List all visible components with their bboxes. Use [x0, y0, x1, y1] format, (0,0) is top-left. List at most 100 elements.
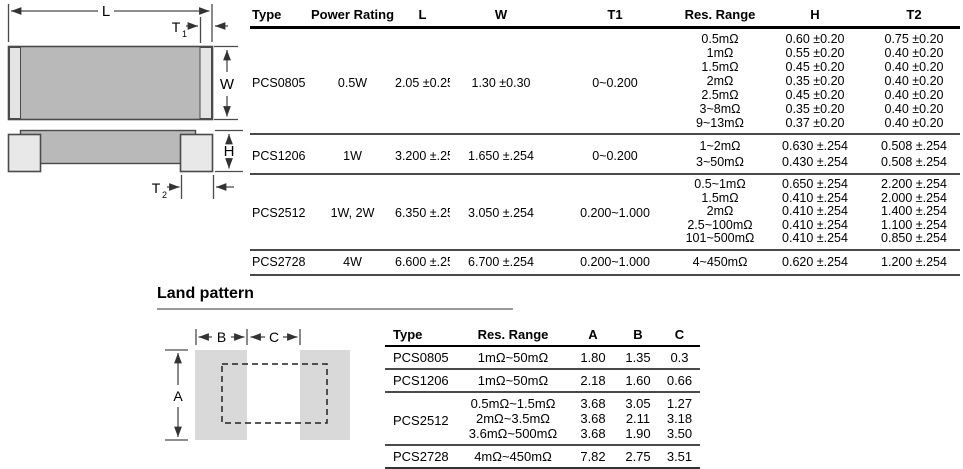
dimension-C: C — [250, 329, 301, 345]
a-cell: 3.68 — [580, 396, 606, 411]
table-row: PCS2512 0.5mΩ~1.5mΩ 3.68 3.05 1.27 — [385, 392, 700, 428]
header-power-rating: Power Rating — [310, 2, 395, 29]
res-range-cell: 2mΩ — [706, 205, 734, 218]
land-section-pcs1206: PCS1206 1mΩ~50mΩ 2.18 1.60 0.66 — [385, 369, 700, 392]
w-cell: 1.650 ±.254 — [468, 148, 534, 163]
component-outline-dashed — [221, 363, 328, 424]
type-cell: PCS2728 — [385, 445, 457, 469]
t2-cell: 0.40 ±0.20 — [884, 116, 944, 130]
land-pad-right — [300, 350, 350, 440]
c-cell: 0.3 — [670, 350, 689, 365]
label-T2: T — [152, 180, 161, 196]
dimension-W: W — [214, 45, 238, 121]
resistor-top-view-body — [7, 45, 214, 121]
h-cell: 0.650 ±.254 — [782, 177, 848, 191]
land-pattern-heading: Land pattern — [157, 285, 254, 302]
header-row: Type Power Rating L W T1 Res. Range H T2 — [250, 2, 960, 29]
t1-cell: 0.200~1.000 — [552, 249, 678, 276]
h-cell: 0.630 ±.254 — [782, 139, 848, 153]
table-row: PCS0805 1mΩ~50mΩ 1.80 1.35 0.3 — [385, 346, 700, 369]
res-range-cell: 2.5mΩ — [701, 88, 739, 102]
header-t2: T2 — [868, 2, 960, 29]
t2-cell: 1.400 ±.254 — [881, 205, 947, 218]
label-C: C — [269, 329, 279, 345]
dimension-A: A — [165, 349, 188, 441]
h-cell: 0.410 ±.254 — [782, 191, 848, 205]
label-A: A — [173, 388, 183, 404]
h-cell: 0.35 ±0.20 — [785, 74, 845, 88]
h-cell: 0.45 ±0.20 — [785, 60, 845, 74]
b-cell: 1.90 — [625, 426, 651, 441]
t2-cell: 1.100 ±.254 — [881, 218, 947, 232]
res-range-cell: 0.5mΩ — [701, 32, 739, 46]
table-row: 2mΩ~3.5mΩ 3.68 2.11 3.18 — [385, 411, 700, 426]
h-cell: 0.430 ±.254 — [782, 155, 848, 169]
power-cell: 1W — [343, 148, 362, 163]
table-row: 2.5~100mΩ 0.410 ±.254 1.100 ±.254 — [250, 219, 960, 233]
header-h: H — [762, 2, 868, 29]
res-range-cell: 2mΩ~3.5mΩ — [476, 411, 550, 426]
w-cell: 3.050 ±.254 — [468, 205, 534, 220]
t2-cell: 0.40 ±0.20 — [884, 102, 944, 116]
l-cell: 3.200 ±.254 — [395, 148, 450, 163]
res-range-cell: 3.6mΩ~500mΩ — [468, 426, 558, 441]
table-row: 1.5mΩ 0.410 ±.254 2.000 ±.254 — [250, 192, 960, 206]
b-cell: 1.35 — [625, 350, 651, 365]
t1-cell: 0~0.200 — [592, 148, 638, 163]
a-cell: 2.18 — [580, 373, 606, 388]
c-cell: 3.50 — [666, 426, 693, 441]
power-cell: 0.5W — [337, 75, 368, 90]
a-cell: 3.68 — [580, 411, 606, 426]
t1-cell: 0.200~1.000 — [580, 205, 650, 220]
h-cell: 0.45 ±0.20 — [785, 88, 845, 102]
t2-cell: 0.508 ±.254 — [881, 139, 947, 153]
label-B: B — [217, 329, 226, 345]
res-range-cell: 2.5~100mΩ — [687, 218, 753, 232]
header-b: B — [617, 324, 659, 347]
t2-cell: 2.000 ±.254 — [881, 191, 947, 205]
c-cell: 1.27 — [666, 396, 693, 411]
h-cell: 0.410 ±.254 — [782, 205, 848, 218]
res-range-cell: 1.5mΩ — [701, 191, 739, 205]
a-cell: 1.80 — [580, 350, 606, 365]
power-cell: 4W — [310, 249, 395, 276]
land-table-header: Type Res. Range A B C — [385, 324, 700, 347]
label-H: H — [224, 143, 235, 160]
c-cell: 3.51 — [659, 445, 700, 469]
type-cell: PCS2512 — [252, 205, 306, 220]
a-cell: 3.68 — [580, 426, 606, 441]
w-cell: 6.700 ±.254 — [450, 249, 552, 276]
header-type: Type — [250, 2, 310, 29]
land-pattern-heading-rule — [157, 308, 513, 310]
t2-cell: 2.200 ±.254 — [881, 177, 947, 191]
header-l: L — [395, 2, 450, 29]
resistor-top-view-right-cap — [199, 47, 212, 119]
dimension-L: L — [7, 3, 213, 42]
land-section-pcs2512: PCS2512 0.5mΩ~1.5mΩ 3.68 3.05 1.27 2mΩ~3… — [385, 392, 700, 445]
table-row: 2.5mΩ 0.45 ±0.20 0.40 ±0.20 — [250, 88, 960, 102]
dimension-T2: T 2 — [152, 175, 234, 200]
res-range-cell: 1.5mΩ — [701, 60, 739, 74]
header-t1: T1 — [552, 2, 678, 29]
c-cell: 3.18 — [666, 411, 693, 426]
b-cell: 2.11 — [625, 411, 651, 426]
dimension-table: Type Power Rating L W T1 Res. Range H T2… — [250, 2, 960, 276]
label-T1-sub: 1 — [182, 29, 187, 39]
t2-cell: 1.200 ±.254 — [868, 249, 960, 276]
dimension-B: B — [195, 329, 248, 345]
resistor-top-view-left-cap — [9, 47, 21, 119]
header-type: Type — [385, 324, 457, 347]
res-range-cell: 1mΩ — [706, 46, 734, 60]
h-cell: 0.35 ±0.20 — [785, 102, 845, 116]
header-c: C — [659, 324, 700, 347]
table-row: PCS2728 4mΩ~450mΩ 7.82 2.75 3.51 — [385, 445, 700, 469]
land-pattern-table: Type Res. Range A B C PCS0805 1mΩ~50mΩ 1… — [385, 324, 700, 469]
land-section-pcs0805: PCS0805 1mΩ~50mΩ 1.80 1.35 0.3 — [385, 346, 700, 369]
land-pad-left — [195, 350, 247, 440]
h-cell: 0.410 ±.254 — [782, 232, 848, 245]
power-cell: 1W, 2W — [330, 205, 375, 220]
label-L: L — [102, 3, 110, 20]
h-cell: 0.60 ±0.20 — [785, 32, 845, 46]
section-pcs2512: PCS2512 1W, 2W 6.350 ±.254 3.050 ±.254 0… — [250, 174, 960, 250]
